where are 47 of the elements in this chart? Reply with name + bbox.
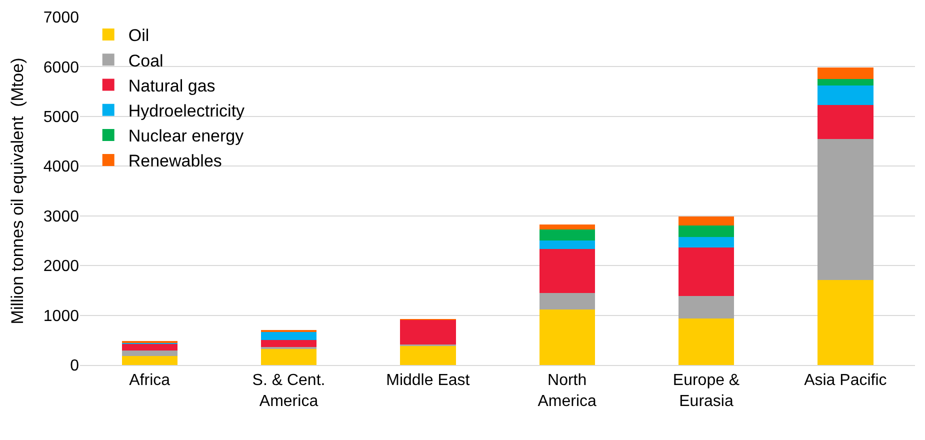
bar (678, 225, 734, 238)
bar (539, 249, 595, 293)
y-tick-label: 0 (70, 358, 80, 375)
bar (539, 240, 595, 250)
y-tick-label: 4000 (43, 158, 80, 176)
legend-label: Coal (128, 51, 164, 70)
y-tick-label: 5000 (43, 109, 80, 126)
bar (818, 78, 874, 86)
bar (678, 318, 734, 365)
bar (122, 350, 178, 356)
x-tick-label: S. & Cent. America (252, 372, 326, 410)
legend-label: Hydroelectricity (128, 101, 246, 120)
bar (260, 332, 317, 340)
x-tick-label: North America (538, 372, 597, 410)
bar (678, 296, 734, 319)
bar (122, 344, 178, 350)
y-tick-label: 1000 (43, 308, 80, 325)
bar (539, 224, 595, 230)
y-tick-label: 7000 (43, 10, 80, 27)
legend-label: Nuclear energy (128, 126, 244, 146)
bar (818, 85, 874, 105)
bar (539, 229, 595, 241)
y-tick-label: 3000 (43, 208, 80, 226)
bar (122, 356, 178, 365)
bar (818, 104, 874, 140)
bar (678, 248, 734, 296)
legend-label: Natural gas (128, 76, 216, 96)
bar (260, 348, 317, 365)
legend-label: Renewables (128, 152, 222, 171)
bar (818, 280, 874, 365)
bar (539, 309, 595, 365)
y-tick-label: 6000 (43, 59, 80, 76)
x-tick-label: Europe & Eurasia (672, 372, 740, 410)
bar (260, 340, 317, 347)
bar (400, 345, 456, 365)
bar (818, 139, 874, 280)
x-tick-label: Asia Pacific (804, 372, 887, 390)
bar (678, 237, 734, 248)
legend-label: Oil (128, 26, 150, 46)
y-axis-title: Million tonnes oil equivalent (Mtoe) (8, 58, 27, 324)
bar (818, 67, 874, 79)
y-tick-label: 2000 (43, 258, 80, 276)
bar (400, 320, 456, 345)
bar (539, 292, 595, 310)
x-tick-label: Middle East (386, 372, 470, 390)
bar (678, 216, 734, 226)
x-tick-label: Africa (129, 372, 170, 390)
